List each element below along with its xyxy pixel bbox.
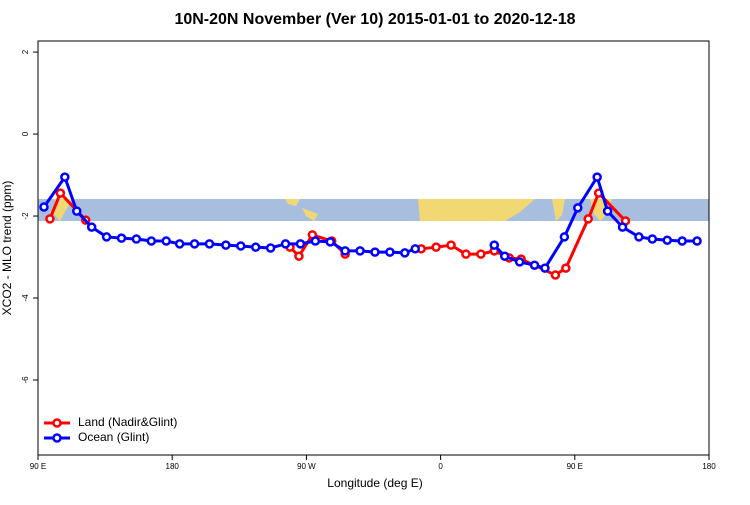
data-point bbox=[72, 206, 82, 216]
data-point bbox=[250, 242, 261, 252]
y-tick-label: -2 bbox=[21, 212, 30, 220]
data-point bbox=[55, 188, 66, 198]
data-point bbox=[431, 242, 441, 252]
data-point bbox=[514, 257, 525, 267]
x-tick-label: 90 E bbox=[567, 462, 583, 471]
plot-frame bbox=[37, 40, 710, 456]
data-point bbox=[540, 263, 550, 273]
y-axis-label: XCO2 - MLO trend (ppm) bbox=[0, 181, 14, 316]
data-point bbox=[355, 246, 365, 256]
data-point bbox=[662, 235, 672, 245]
data-point bbox=[161, 236, 171, 246]
data-point bbox=[236, 241, 246, 251]
data-point bbox=[489, 240, 500, 250]
chart-title: 10N-20N November (Ver 10) 2015-01-01 to … bbox=[174, 11, 575, 28]
data-point bbox=[476, 249, 486, 259]
data-point bbox=[189, 239, 200, 249]
legend-marker bbox=[52, 433, 62, 443]
data-point bbox=[370, 247, 380, 257]
data-point bbox=[295, 239, 306, 249]
x-tick-label: 180 bbox=[166, 462, 180, 471]
data-point bbox=[325, 237, 336, 247]
y-tick-label: 0 bbox=[21, 131, 30, 136]
x-axis-label: Longitude (deg E) bbox=[327, 476, 422, 490]
legend-marker bbox=[52, 418, 62, 428]
data-point bbox=[677, 236, 687, 246]
data-point bbox=[499, 251, 510, 261]
data-point bbox=[45, 214, 55, 224]
y-tick-label: -4 bbox=[21, 294, 30, 302]
data-point bbox=[583, 214, 593, 224]
data-point bbox=[559, 232, 570, 242]
data-point bbox=[410, 244, 421, 254]
y-tick-label: -6 bbox=[21, 376, 30, 384]
data-point bbox=[634, 232, 644, 242]
data-point bbox=[116, 233, 127, 243]
data-point bbox=[146, 236, 157, 246]
data-point bbox=[221, 240, 231, 250]
data-point bbox=[385, 247, 395, 257]
data-point bbox=[461, 249, 471, 259]
data-point bbox=[39, 202, 49, 212]
data-point bbox=[561, 263, 571, 273]
x-tick-label: 90 E bbox=[30, 462, 46, 471]
data-point bbox=[573, 203, 583, 213]
data-point bbox=[131, 234, 142, 244]
legend-label: Ocean (Glint) bbox=[78, 430, 149, 444]
data-point bbox=[86, 222, 97, 232]
legend-label: Land (Nadir&Glint) bbox=[78, 415, 177, 429]
y-tick-label: 2 bbox=[21, 49, 30, 54]
data-point bbox=[101, 232, 112, 242]
x-tick-label: 0 bbox=[438, 462, 443, 471]
data-point bbox=[340, 246, 350, 256]
data-point bbox=[60, 172, 70, 182]
data-point bbox=[550, 270, 561, 280]
data-point bbox=[310, 236, 321, 246]
data-point bbox=[280, 239, 291, 249]
data-point bbox=[602, 206, 613, 216]
data-point bbox=[265, 243, 276, 253]
data-point bbox=[647, 234, 658, 244]
data-point bbox=[617, 222, 628, 232]
data-point bbox=[294, 251, 304, 261]
x-tick-label: 90 W bbox=[297, 462, 316, 471]
map-strip bbox=[38, 199, 709, 221]
data-point bbox=[592, 172, 602, 182]
data-point bbox=[446, 240, 456, 250]
data-point bbox=[174, 239, 185, 249]
data-point bbox=[204, 239, 215, 249]
x-tick-label: 180 bbox=[702, 462, 716, 471]
data-point bbox=[529, 260, 540, 270]
data-point bbox=[400, 248, 410, 258]
data-point bbox=[692, 236, 702, 246]
